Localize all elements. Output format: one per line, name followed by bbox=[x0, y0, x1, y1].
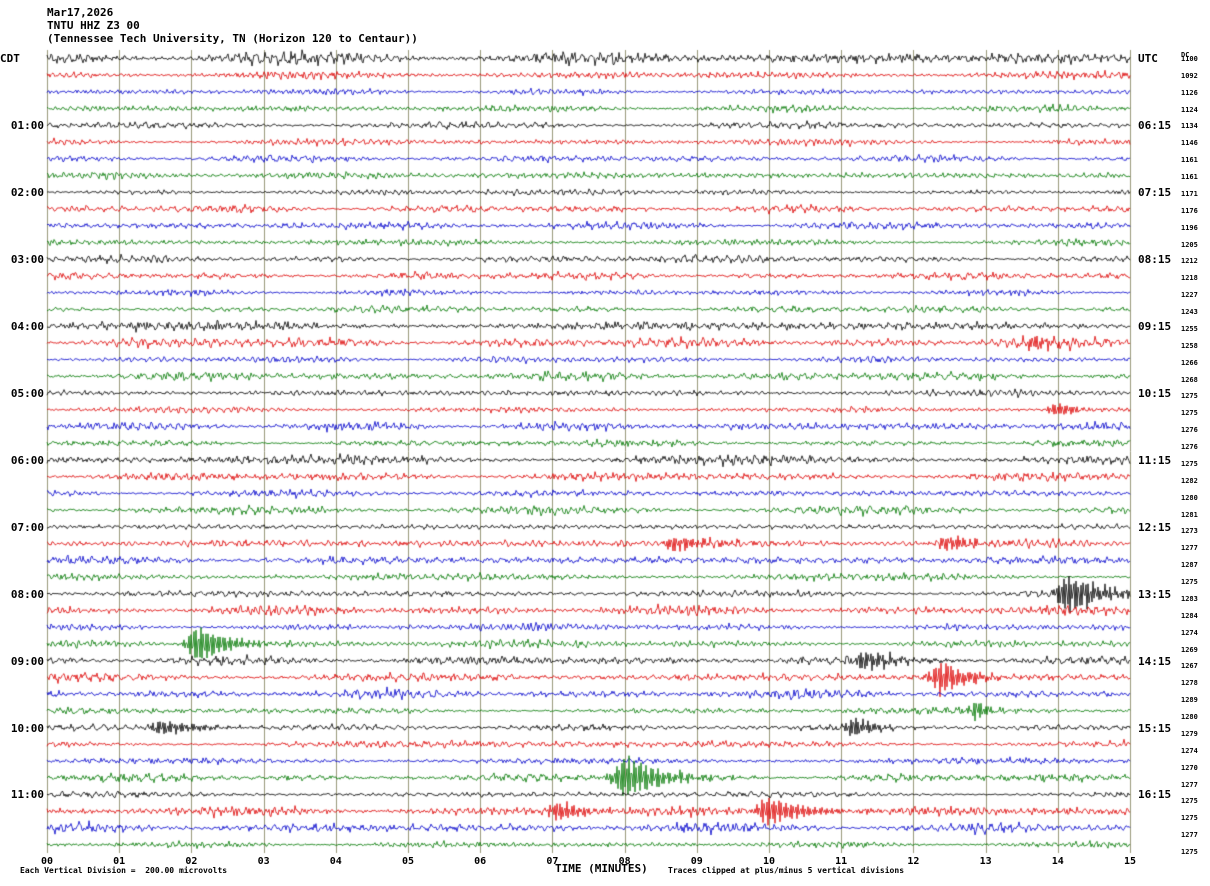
x-tick-label: 10 bbox=[762, 856, 776, 867]
right-count-value: 1276 bbox=[1181, 443, 1198, 452]
right-count-value: 1280 bbox=[1181, 493, 1198, 502]
right-hour-label: 06:15 bbox=[1138, 119, 1172, 133]
right-hour-label: 08:15 bbox=[1138, 253, 1172, 267]
left-timezone-label: CDT bbox=[0, 52, 20, 65]
right-count-value: 1287 bbox=[1181, 561, 1198, 570]
right-count-value: 1267 bbox=[1181, 662, 1198, 671]
x-axis-title: TIME (MINUTES) bbox=[555, 862, 648, 875]
right-count-value: 1146 bbox=[1181, 139, 1198, 148]
left-hour-label: 05:00 bbox=[10, 386, 44, 400]
right-hour-label: 12:15 bbox=[1138, 520, 1172, 534]
right-count-value: 1277 bbox=[1181, 544, 1198, 553]
left-hour-label: 02:00 bbox=[10, 186, 44, 200]
x-tick-label: 14 bbox=[1051, 856, 1064, 867]
left-hour-label: 04:00 bbox=[10, 320, 44, 334]
right-count-value: 1283 bbox=[1181, 594, 1198, 603]
right-count-value: 1282 bbox=[1181, 476, 1198, 485]
x-tick-label: 07 bbox=[546, 856, 559, 867]
x-tick-label: 03 bbox=[257, 856, 270, 867]
x-tick-label: 05 bbox=[401, 856, 415, 867]
right-hour-label: 09:15 bbox=[1138, 320, 1172, 334]
right-count-value: 1266 bbox=[1181, 358, 1198, 367]
right-count-value: 1275 bbox=[1181, 814, 1198, 823]
x-tick-label: 00 bbox=[40, 856, 54, 867]
x-tick-label: 06 bbox=[474, 856, 487, 867]
right-count-value: 1275 bbox=[1181, 459, 1198, 468]
right-count-value: 1277 bbox=[1181, 780, 1198, 789]
right-count-value: 1289 bbox=[1181, 696, 1198, 705]
left-hour-label: 09:00 bbox=[10, 654, 44, 668]
header-station: TNTU HHZ Z3 00 bbox=[47, 19, 140, 32]
x-tick-label: 02 bbox=[185, 856, 198, 867]
footer-clip-note: Traces clipped at plus/minus 5 vertical … bbox=[668, 866, 905, 875]
footer-scale-note: Each Vertical Division = 200.00 microvol… bbox=[20, 866, 228, 875]
right-count-value: 1275 bbox=[1181, 848, 1198, 856]
right-count-value: 1269 bbox=[1181, 645, 1198, 654]
right-count-value: 1275 bbox=[1181, 392, 1198, 401]
right-column-header: DC bbox=[1181, 51, 1190, 59]
right-count-value: 1212 bbox=[1181, 257, 1198, 266]
right-count-value: 1255 bbox=[1181, 324, 1198, 333]
right-count-value: 1275 bbox=[1181, 578, 1198, 587]
right-count-value: 1274 bbox=[1181, 628, 1198, 637]
right-count-value: 1176 bbox=[1181, 206, 1198, 215]
left-hour-label: 08:00 bbox=[10, 587, 44, 601]
right-count-value: 1275 bbox=[1181, 797, 1198, 806]
x-tick-label: 11 bbox=[835, 856, 848, 867]
right-hour-label: 10:15 bbox=[1138, 386, 1172, 400]
right-count-value: 1275 bbox=[1181, 409, 1198, 418]
right-hour-label: 14:15 bbox=[1138, 654, 1172, 668]
left-hour-label: 01:00 bbox=[10, 119, 44, 133]
right-hour-label: 11:15 bbox=[1138, 453, 1172, 467]
right-count-value: 1196 bbox=[1181, 223, 1198, 232]
left-hour-label: 07:00 bbox=[10, 520, 44, 534]
header-date: Mar17,2026 bbox=[47, 6, 114, 19]
x-tick-label: 04 bbox=[329, 856, 342, 867]
left-hour-label: 06:00 bbox=[10, 453, 44, 467]
right-hour-label: 16:15 bbox=[1138, 788, 1172, 802]
right-count-value: 1273 bbox=[1181, 527, 1198, 536]
right-count-value: 1278 bbox=[1181, 679, 1198, 688]
right-hour-label: 13:15 bbox=[1138, 587, 1172, 601]
right-count-value: 1270 bbox=[1181, 763, 1198, 772]
right-count-value: 1171 bbox=[1181, 189, 1198, 198]
right-count-value: 1280 bbox=[1181, 713, 1198, 722]
right-count-value: 1277 bbox=[1181, 831, 1198, 840]
left-hour-label: 11:00 bbox=[10, 788, 44, 802]
right-count-value: 1279 bbox=[1181, 729, 1198, 738]
left-hour-label: 03:00 bbox=[10, 253, 44, 267]
right-count-value: 1276 bbox=[1181, 426, 1198, 435]
x-tick-label: 12 bbox=[907, 856, 920, 867]
right-count-value: 1268 bbox=[1181, 375, 1198, 384]
right-count-value: 1284 bbox=[1181, 611, 1198, 620]
right-count-value: 1092 bbox=[1181, 71, 1198, 80]
right-hour-label: 07:15 bbox=[1138, 186, 1172, 200]
right-count-value: 1134 bbox=[1181, 122, 1198, 131]
x-tick-label: 08 bbox=[618, 856, 631, 867]
right-count-value: 1100 bbox=[1181, 55, 1198, 63]
right-count-value: 1243 bbox=[1181, 308, 1198, 317]
right-hour-label: 15:15 bbox=[1138, 721, 1172, 735]
right-count-value: 1218 bbox=[1181, 274, 1198, 283]
right-count-value: 1281 bbox=[1181, 510, 1198, 519]
x-tick-label: 15 bbox=[1123, 856, 1137, 867]
right-count-value: 1161 bbox=[1181, 173, 1198, 182]
header-description: (Tennessee Tech University, TN (Horizon … bbox=[47, 32, 418, 45]
right-count-value: 1258 bbox=[1181, 341, 1198, 350]
right-count-value: 1126 bbox=[1181, 88, 1198, 97]
right-count-value: 1274 bbox=[1181, 746, 1198, 755]
right-timezone-label: UTC bbox=[1138, 52, 1158, 65]
right-count-value: 1124 bbox=[1181, 105, 1198, 114]
x-tick-label: 13 bbox=[979, 856, 992, 867]
x-tick-label: 01 bbox=[113, 856, 126, 867]
x-tick-label: 09 bbox=[690, 856, 703, 867]
left-hour-label: 10:00 bbox=[10, 721, 44, 735]
right-count-value: 1227 bbox=[1181, 291, 1198, 300]
right-count-value: 1205 bbox=[1181, 240, 1198, 249]
right-count-value: 1161 bbox=[1181, 156, 1198, 165]
